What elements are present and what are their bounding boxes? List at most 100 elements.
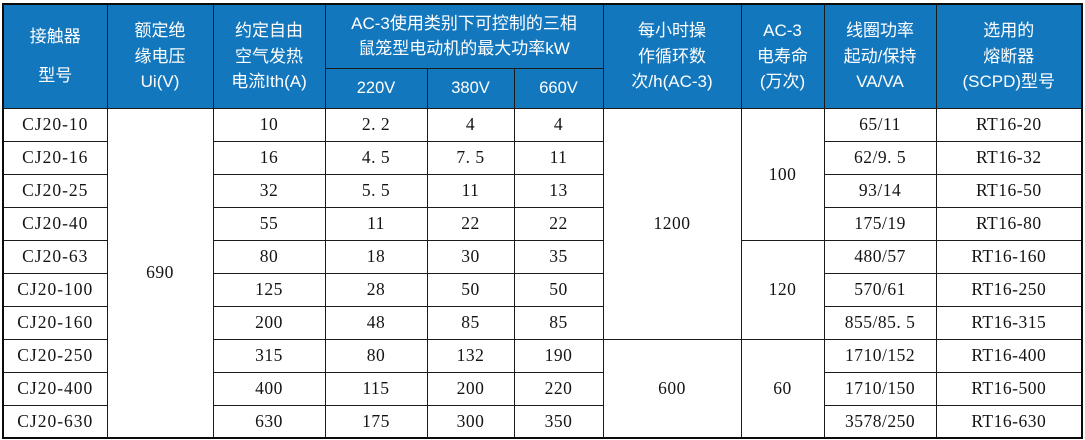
cell-model: CJ20-40 [2,206,108,241]
header-row-2: 220V 380V 660V [3,67,1082,109]
cell-power-380v: 30 [426,239,515,274]
cell-power-380v: 4 [426,107,515,142]
table-row: CJ20-630 630 175 300 350 3578/250 RT16-6… [2,404,1083,439]
cell-power-660v: 4 [513,107,604,142]
cell-power-660v: 11 [513,140,604,175]
col-header-fuse: 选用的 熔断器 (SCPD)型号 [935,3,1083,109]
cell-ith: 16 [212,140,326,175]
cell-model: CJ20-63 [2,239,108,274]
table-header: 接触器 型号 额定绝 缘电压 Ui(V) 约定自由 空气发热 电流Ith(A) … [2,3,1083,109]
cell-power-380v: 200 [426,371,515,406]
col-header-electrical-life: AC-3 电寿命 (万次) [740,3,825,109]
cell-model: CJ20-100 [2,272,108,307]
cell-model: CJ20-630 [2,404,108,439]
cell-power-380v: 132 [426,338,515,373]
cell-fuse: RT16-80 [935,206,1083,241]
table-row: CJ20-100 125 28 50 50 570/61 RT16-250 [2,272,1083,307]
cell-ith: 10 [212,107,326,142]
cell-power-220v: 2. 2 [324,107,428,142]
header-row-1: 接触器 型号 额定绝 缘电压 Ui(V) 约定自由 空气发热 电流Ith(A) … [2,3,1083,109]
cell-cycles: 600 [602,338,742,439]
cell-model: CJ20-250 [2,338,108,373]
col-header-380v: 380V [426,67,515,109]
cell-power-380v: 22 [426,206,515,241]
cell-power-220v: 28 [324,272,428,307]
cell-fuse: RT16-400 [935,338,1083,373]
table-row: CJ20-25 32 5. 5 11 13 93/14 RT16-50 [2,173,1083,208]
col-header-model: 接触器 型号 [2,3,108,109]
cell-fuse: RT16-20 [935,107,1083,142]
table-row: CJ20-40 55 11 22 22 175/19 RT16-80 [2,206,1083,241]
cell-power-220v: 5. 5 [324,173,428,208]
table-row: CJ20-400 400 115 200 220 1710/150 RT16-5… [2,371,1083,406]
col-header-220v: 220V [324,67,428,109]
col-header-thermal-current: 约定自由 空气发热 电流Ith(A) [212,3,326,109]
cell-coil-power: 3578/250 [823,404,937,439]
cell-power-380v: 11 [426,173,515,208]
cell-life: 120 [740,239,825,340]
cell-fuse: RT16-32 [935,140,1083,175]
cell-power-380v: 7. 5 [426,140,515,175]
table-row: CJ20-16 16 4. 5 7. 5 11 62/9. 5 RT16-32 [2,140,1083,175]
cell-ith: 315 [212,338,326,373]
cell-power-660v: 50 [513,272,604,307]
cell-ith: 630 [212,404,326,439]
cell-fuse: RT16-500 [935,371,1083,406]
cell-ith: 200 [212,305,326,340]
cell-coil-power: 65/11 [823,107,937,142]
table-body: CJ20-10 690 10 2. 2 4 4 1200 100 65/11 R… [2,107,1083,439]
cell-power-660v: 22 [513,206,604,241]
cell-ith: 32 [212,173,326,208]
cell-ith: 55 [212,206,326,241]
cell-fuse: RT16-160 [935,239,1083,274]
cell-cycles: 1200 [602,107,742,340]
cell-power-660v: 350 [513,404,604,439]
cell-power-380v: 85 [426,305,515,340]
cell-fuse: RT16-315 [935,305,1083,340]
cell-coil-power: 62/9. 5 [823,140,937,175]
cell-power-660v: 220 [513,371,604,406]
contactor-spec-table: 接触器 型号 额定绝 缘电压 Ui(V) 约定自由 空气发热 电流Ith(A) … [2,3,1084,439]
cell-coil-power: 855/85. 5 [823,305,937,340]
col-header-insulation-voltage: 额定绝 缘电压 Ui(V) [106,3,214,109]
cell-ith: 80 [212,239,326,274]
cell-coil-power: 93/14 [823,173,937,208]
cell-power-660v: 13 [513,173,604,208]
cell-coil-power: 480/57 [823,239,937,274]
cell-power-220v: 11 [324,206,428,241]
cell-power-660v: 35 [513,239,604,274]
cell-power-220v: 48 [324,305,428,340]
table-row: CJ20-250 315 80 132 190 600 60 1710/152 … [2,338,1083,439]
cell-insulation-voltage: 690 [106,107,214,439]
cell-coil-power: 1710/150 [823,371,937,406]
cell-model: CJ20-16 [2,140,108,175]
cell-coil-power: 570/61 [823,272,937,307]
cell-life: 100 [740,107,825,241]
table-row: CJ20-10 690 10 2. 2 4 4 1200 100 65/11 R… [2,107,1083,439]
col-header-coil-power: 线圈功率 起动/保持 VA/VA [823,3,937,109]
cell-model: CJ20-25 [2,173,108,208]
cell-fuse: RT16-50 [935,173,1083,208]
cell-power-220v: 4. 5 [324,140,428,175]
cell-power-660v: 85 [513,305,604,340]
cell-fuse: RT16-630 [935,404,1083,439]
cell-life: 60 [740,338,825,439]
col-header-ac3-max-power: AC-3使用类别下可控制的三相 鼠笼型电动机的最大功率kW [324,3,604,69]
col-header-cycles-per-hour: 每小时操 作循环数 次/h(AC-3) [602,3,742,109]
col-header-660v: 660V [513,67,604,109]
cell-power-380v: 50 [426,272,515,307]
cell-power-380v: 300 [426,404,515,439]
cell-fuse: RT16-250 [935,272,1083,307]
cell-power-220v: 18 [324,239,428,274]
cell-model: CJ20-160 [2,305,108,340]
cell-ith: 400 [212,371,326,406]
cell-model: CJ20-10 [2,107,108,142]
cell-power-220v: 175 [324,404,428,439]
cell-coil-power: 175/19 [823,206,937,241]
cell-power-220v: 80 [324,338,428,373]
cell-coil-power: 1710/152 [823,338,937,373]
cell-model: CJ20-400 [2,371,108,406]
cell-ith: 125 [212,272,326,307]
cell-power-220v: 115 [324,371,428,406]
